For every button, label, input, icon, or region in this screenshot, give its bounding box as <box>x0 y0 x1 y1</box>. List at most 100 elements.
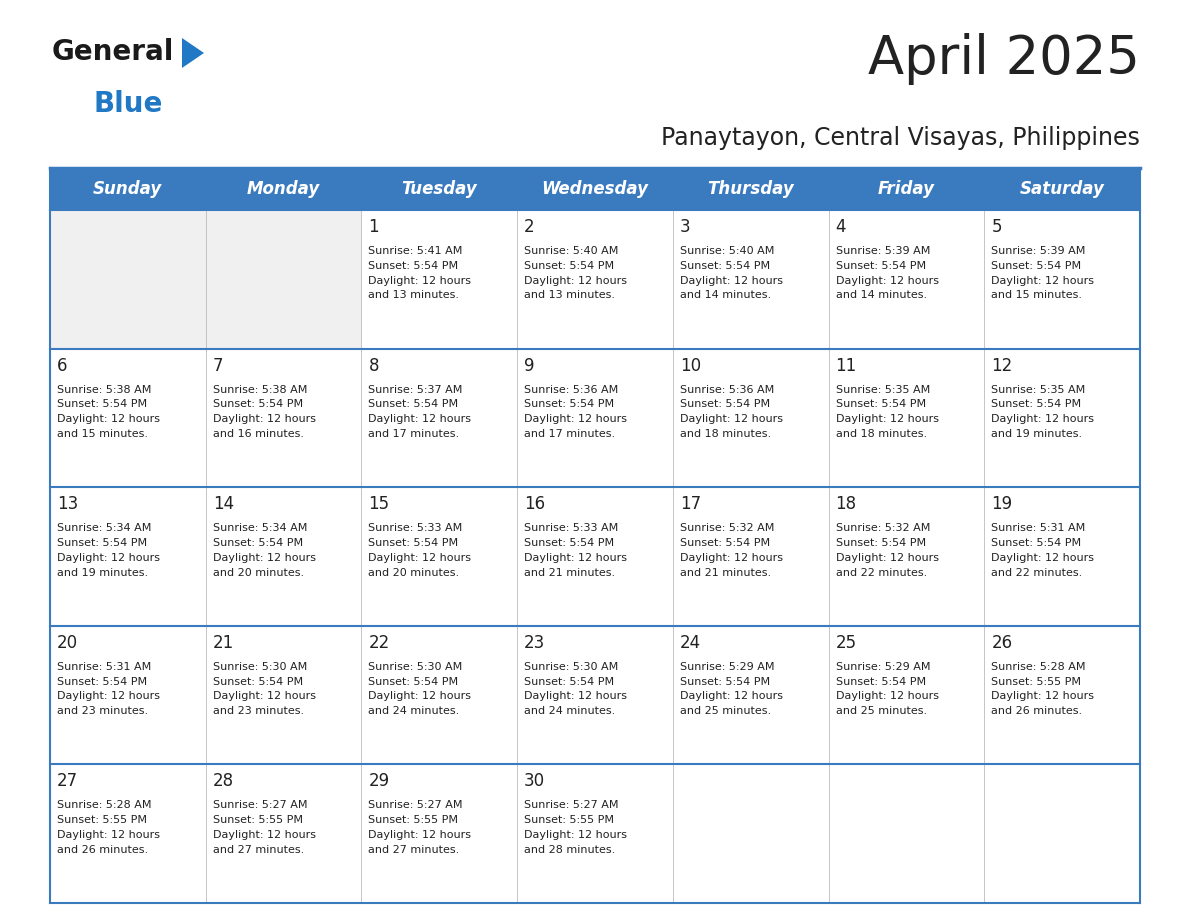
Text: 15: 15 <box>368 495 390 513</box>
Text: 3: 3 <box>680 218 690 236</box>
Text: Sunrise: 5:39 AM
Sunset: 5:54 PM
Daylight: 12 hours
and 14 minutes.: Sunrise: 5:39 AM Sunset: 5:54 PM Dayligh… <box>835 246 939 300</box>
Text: April 2025: April 2025 <box>868 33 1140 85</box>
Text: 28: 28 <box>213 772 234 790</box>
Bar <box>361 210 517 349</box>
Text: Sunrise: 5:40 AM
Sunset: 5:54 PM
Daylight: 12 hours
and 13 minutes.: Sunrise: 5:40 AM Sunset: 5:54 PM Dayligh… <box>524 246 627 300</box>
Bar <box>517 626 672 765</box>
Bar <box>517 349 672 487</box>
Text: 27: 27 <box>57 772 78 790</box>
Text: Sunrise: 5:36 AM
Sunset: 5:54 PM
Daylight: 12 hours
and 18 minutes.: Sunrise: 5:36 AM Sunset: 5:54 PM Dayligh… <box>680 385 783 439</box>
Text: 25: 25 <box>835 633 857 652</box>
Text: Sunrise: 5:31 AM
Sunset: 5:54 PM
Daylight: 12 hours
and 23 minutes.: Sunrise: 5:31 AM Sunset: 5:54 PM Dayligh… <box>57 662 160 716</box>
Text: 24: 24 <box>680 633 701 652</box>
Text: 1: 1 <box>368 218 379 236</box>
Bar <box>206 765 361 903</box>
Text: Sunrise: 5:27 AM
Sunset: 5:55 PM
Daylight: 12 hours
and 28 minutes.: Sunrise: 5:27 AM Sunset: 5:55 PM Dayligh… <box>524 800 627 855</box>
Text: Sunrise: 5:34 AM
Sunset: 5:54 PM
Daylight: 12 hours
and 20 minutes.: Sunrise: 5:34 AM Sunset: 5:54 PM Dayligh… <box>213 523 316 577</box>
Text: Sunrise: 5:38 AM
Sunset: 5:54 PM
Daylight: 12 hours
and 16 minutes.: Sunrise: 5:38 AM Sunset: 5:54 PM Dayligh… <box>213 385 316 439</box>
Text: Sunrise: 5:32 AM
Sunset: 5:54 PM
Daylight: 12 hours
and 22 minutes.: Sunrise: 5:32 AM Sunset: 5:54 PM Dayligh… <box>835 523 939 577</box>
Text: 22: 22 <box>368 633 390 652</box>
Text: Sunrise: 5:37 AM
Sunset: 5:54 PM
Daylight: 12 hours
and 17 minutes.: Sunrise: 5:37 AM Sunset: 5:54 PM Dayligh… <box>368 385 472 439</box>
Bar <box>985 765 1140 903</box>
Text: 21: 21 <box>213 633 234 652</box>
Bar <box>50 210 206 349</box>
Bar <box>985 626 1140 765</box>
Bar <box>985 210 1140 349</box>
Bar <box>672 210 828 349</box>
Bar <box>672 487 828 626</box>
Text: Sunrise: 5:30 AM
Sunset: 5:54 PM
Daylight: 12 hours
and 23 minutes.: Sunrise: 5:30 AM Sunset: 5:54 PM Dayligh… <box>213 662 316 716</box>
Text: 12: 12 <box>991 356 1012 375</box>
Text: 14: 14 <box>213 495 234 513</box>
Bar <box>985 349 1140 487</box>
Text: Wednesday: Wednesday <box>542 180 649 198</box>
Text: 16: 16 <box>524 495 545 513</box>
Text: Sunrise: 5:39 AM
Sunset: 5:54 PM
Daylight: 12 hours
and 15 minutes.: Sunrise: 5:39 AM Sunset: 5:54 PM Dayligh… <box>991 246 1094 300</box>
Bar <box>672 349 828 487</box>
Text: 13: 13 <box>57 495 78 513</box>
Text: Blue: Blue <box>94 90 164 118</box>
Text: 2: 2 <box>524 218 535 236</box>
Bar <box>206 210 361 349</box>
Text: 10: 10 <box>680 356 701 375</box>
Text: 4: 4 <box>835 218 846 236</box>
Text: General: General <box>52 38 175 66</box>
Bar <box>828 626 985 765</box>
Polygon shape <box>182 38 204 68</box>
Bar <box>361 765 517 903</box>
Text: Saturday: Saturday <box>1019 180 1105 198</box>
Text: Sunrise: 5:28 AM
Sunset: 5:55 PM
Daylight: 12 hours
and 26 minutes.: Sunrise: 5:28 AM Sunset: 5:55 PM Dayligh… <box>991 662 1094 716</box>
Text: 5: 5 <box>991 218 1001 236</box>
Text: Sunrise: 5:31 AM
Sunset: 5:54 PM
Daylight: 12 hours
and 22 minutes.: Sunrise: 5:31 AM Sunset: 5:54 PM Dayligh… <box>991 523 1094 577</box>
Text: Sunrise: 5:36 AM
Sunset: 5:54 PM
Daylight: 12 hours
and 17 minutes.: Sunrise: 5:36 AM Sunset: 5:54 PM Dayligh… <box>524 385 627 439</box>
Text: 6: 6 <box>57 356 68 375</box>
Bar <box>50 626 206 765</box>
Text: Sunrise: 5:33 AM
Sunset: 5:54 PM
Daylight: 12 hours
and 20 minutes.: Sunrise: 5:33 AM Sunset: 5:54 PM Dayligh… <box>368 523 472 577</box>
Text: 8: 8 <box>368 356 379 375</box>
Bar <box>517 765 672 903</box>
Text: Sunrise: 5:32 AM
Sunset: 5:54 PM
Daylight: 12 hours
and 21 minutes.: Sunrise: 5:32 AM Sunset: 5:54 PM Dayligh… <box>680 523 783 577</box>
Text: Sunrise: 5:35 AM
Sunset: 5:54 PM
Daylight: 12 hours
and 19 minutes.: Sunrise: 5:35 AM Sunset: 5:54 PM Dayligh… <box>991 385 1094 439</box>
Bar <box>206 626 361 765</box>
Bar <box>50 349 206 487</box>
Text: 18: 18 <box>835 495 857 513</box>
Text: Sunrise: 5:29 AM
Sunset: 5:54 PM
Daylight: 12 hours
and 25 minutes.: Sunrise: 5:29 AM Sunset: 5:54 PM Dayligh… <box>835 662 939 716</box>
Bar <box>361 349 517 487</box>
Bar <box>672 765 828 903</box>
Text: 26: 26 <box>991 633 1012 652</box>
Bar <box>206 487 361 626</box>
Bar <box>828 487 985 626</box>
Text: Sunrise: 5:35 AM
Sunset: 5:54 PM
Daylight: 12 hours
and 18 minutes.: Sunrise: 5:35 AM Sunset: 5:54 PM Dayligh… <box>835 385 939 439</box>
Text: Sunrise: 5:30 AM
Sunset: 5:54 PM
Daylight: 12 hours
and 24 minutes.: Sunrise: 5:30 AM Sunset: 5:54 PM Dayligh… <box>524 662 627 716</box>
Bar <box>50 487 206 626</box>
Text: 23: 23 <box>524 633 545 652</box>
Bar <box>517 210 672 349</box>
Text: Sunrise: 5:27 AM
Sunset: 5:55 PM
Daylight: 12 hours
and 27 minutes.: Sunrise: 5:27 AM Sunset: 5:55 PM Dayligh… <box>368 800 472 855</box>
Text: 19: 19 <box>991 495 1012 513</box>
Bar <box>361 626 517 765</box>
Text: 29: 29 <box>368 772 390 790</box>
Text: 9: 9 <box>524 356 535 375</box>
Text: Sunrise: 5:27 AM
Sunset: 5:55 PM
Daylight: 12 hours
and 27 minutes.: Sunrise: 5:27 AM Sunset: 5:55 PM Dayligh… <box>213 800 316 855</box>
Text: Sunrise: 5:28 AM
Sunset: 5:55 PM
Daylight: 12 hours
and 26 minutes.: Sunrise: 5:28 AM Sunset: 5:55 PM Dayligh… <box>57 800 160 855</box>
Text: Sunrise: 5:30 AM
Sunset: 5:54 PM
Daylight: 12 hours
and 24 minutes.: Sunrise: 5:30 AM Sunset: 5:54 PM Dayligh… <box>368 662 472 716</box>
Text: Monday: Monday <box>247 180 321 198</box>
Bar <box>361 487 517 626</box>
Text: 11: 11 <box>835 356 857 375</box>
Text: 30: 30 <box>524 772 545 790</box>
Bar <box>828 765 985 903</box>
Bar <box>50 765 206 903</box>
Bar <box>828 349 985 487</box>
Bar <box>985 487 1140 626</box>
Bar <box>828 210 985 349</box>
Bar <box>50 168 1140 210</box>
Bar <box>517 487 672 626</box>
Text: Sunday: Sunday <box>93 180 163 198</box>
Text: Friday: Friday <box>878 180 935 198</box>
Text: Panaytayon, Central Visayas, Philippines: Panaytayon, Central Visayas, Philippines <box>662 126 1140 150</box>
Text: Sunrise: 5:38 AM
Sunset: 5:54 PM
Daylight: 12 hours
and 15 minutes.: Sunrise: 5:38 AM Sunset: 5:54 PM Dayligh… <box>57 385 160 439</box>
Bar <box>206 349 361 487</box>
Text: 7: 7 <box>213 356 223 375</box>
Text: Sunrise: 5:34 AM
Sunset: 5:54 PM
Daylight: 12 hours
and 19 minutes.: Sunrise: 5:34 AM Sunset: 5:54 PM Dayligh… <box>57 523 160 577</box>
Text: Sunrise: 5:29 AM
Sunset: 5:54 PM
Daylight: 12 hours
and 25 minutes.: Sunrise: 5:29 AM Sunset: 5:54 PM Dayligh… <box>680 662 783 716</box>
